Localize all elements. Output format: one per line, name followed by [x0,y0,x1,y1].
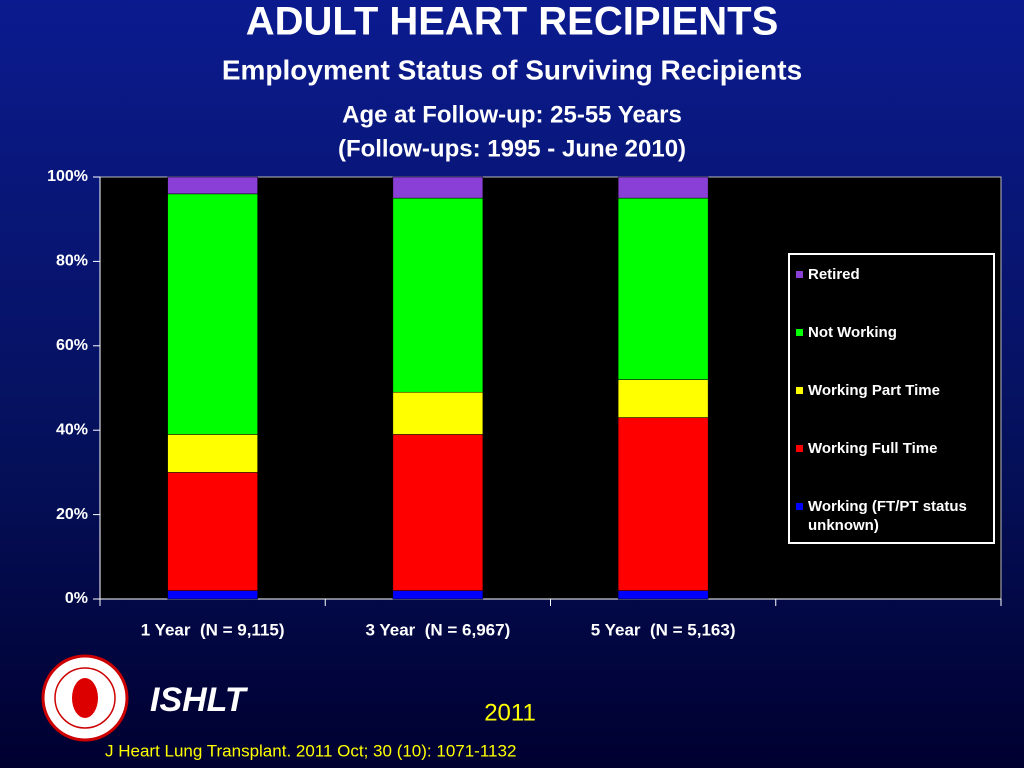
legend-entry: Working Full Time [796,439,973,458]
x-tick-label: 5 Year (N = 5,163) [591,620,736,639]
bar-segment [392,434,484,591]
y-tick-label: 100% [47,168,88,185]
bar-segment [167,472,258,591]
bar-segment [167,193,258,435]
chart-title: ADULT HEART RECIPIENTS [246,0,779,44]
bar-segment [617,176,709,199]
y-tick-label: 0% [65,590,88,607]
legend-entry: Retired [796,265,973,284]
legend-swatch [796,503,803,510]
bar-segment [167,590,258,600]
bar-segment [167,434,258,473]
bar-segment [392,391,484,435]
bar-segment [392,197,484,393]
legend-swatch [796,445,803,452]
y-tick-label: 40% [56,421,88,438]
bar-segment [392,590,484,600]
bar-segment [167,176,258,195]
legend-label: Retired [808,266,860,283]
brand: ISHLT [150,681,249,719]
legend-label: Working Part Time [808,382,940,399]
x-tick-label: 3 Year (N = 6,967) [365,620,510,639]
legend: Retired Not Working Working Part Time Worki… [788,253,995,544]
legend-swatch [796,271,803,278]
x-tick-label: 1 Year (N = 9,115) [141,620,285,639]
legend-label: Working Full Time [808,440,938,457]
bar-segment [617,379,709,418]
legend-swatch [796,329,803,336]
bar-segment [617,590,709,600]
legend-entry: Working Part Time [796,381,973,400]
chart-subtitle: Employment Status of Surviving Recipient… [222,54,802,85]
logo [41,654,129,742]
legend-swatch [796,387,803,394]
citation: J Heart Lung Transplant. 2011 Oct; 30 (1… [105,741,516,760]
bar-segment [617,417,709,591]
subtitle-line: (Follow-ups: 1995 - June 2010) [338,135,686,162]
bar-segment [392,176,484,199]
legend-entry: Working (FT/PT status unknown) [796,497,973,535]
bar-segment [617,197,709,380]
legend-entry: Not Working [796,323,973,342]
y-tick-label: 20% [56,506,88,523]
subtitle-line: Age at Follow-up: 25-55 Years [342,101,682,128]
legend-label: Working (FT/PT status unknown) [808,498,967,534]
year: 2011 [484,699,536,726]
y-tick-label: 60% [56,337,88,354]
legend-label: Not Working [808,324,897,341]
y-tick-label: 80% [56,253,88,270]
